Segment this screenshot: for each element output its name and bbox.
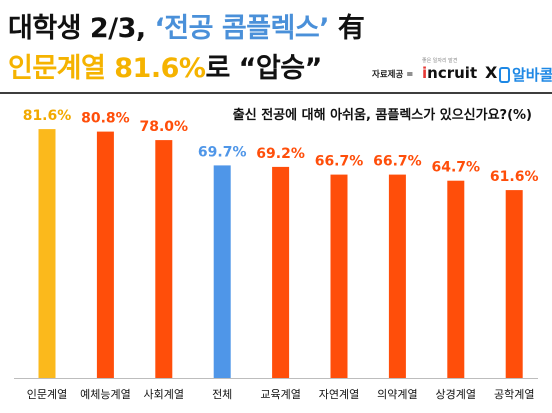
partner-separator: X <box>485 63 498 82</box>
header-divider <box>0 92 552 94</box>
value-label-1: 80.8% <box>81 111 130 127</box>
value-label-3: 69.7% <box>198 144 247 160</box>
phone-icon <box>499 67 510 83</box>
value-label-4: 69.2% <box>256 146 305 162</box>
value-label-5: 66.7% <box>315 154 364 170</box>
bar-3 <box>213 165 231 378</box>
category-label-5: 자연계열 <box>319 388 359 401</box>
bar-1 <box>96 131 114 378</box>
category-label-3: 전체 <box>212 388 232 401</box>
bar-5 <box>330 174 348 378</box>
category-label-8: 공학계열 <box>494 388 534 401</box>
value-label-7: 64.7% <box>432 160 481 176</box>
category-label-1: 예체능계열 <box>80 388 131 401</box>
incruit-tagline: 좋은 일자리 발견 <box>422 58 458 64</box>
headline-line-1: 대학생 2/3, ‘전공 콤플렉스’ 有 <box>8 12 365 46</box>
category-label-0: 인문계열 <box>27 388 67 401</box>
incruit-logo-i: i <box>422 64 428 82</box>
value-label-2: 78.0% <box>140 119 189 135</box>
headline-part-3: 有 <box>328 13 365 44</box>
category-label-6: 의약계열 <box>377 387 417 401</box>
bar-8 <box>505 190 523 378</box>
value-label-8: 61.6% <box>490 169 539 185</box>
bar-7 <box>447 180 465 378</box>
albacall-logo: 알바콜 <box>512 66 552 84</box>
source-credit: 자료제공 = 좋은 일자리 발견 incruit X 알바콜 <box>372 56 552 86</box>
category-label-4: 교육계열 <box>260 388 300 401</box>
value-label-0: 81.6% <box>23 108 72 124</box>
category-label-7: 상경계열 <box>436 388 476 401</box>
headline-part-2: ‘전공 콤플렉스’ <box>154 13 330 44</box>
headline-part-4: 로 “압승” <box>205 53 322 84</box>
bar-2 <box>155 140 173 378</box>
headline-highlight: 인문계열 81.6% <box>8 53 206 84</box>
bar-0 <box>38 129 56 378</box>
incruit-logo: incruit <box>422 64 477 82</box>
category-label-2: 사회계열 <box>144 388 184 401</box>
bar-6 <box>388 174 406 378</box>
incruit-logo-rest: ncruit <box>427 64 478 82</box>
value-label-6: 66.7% <box>373 154 422 170</box>
headline-part-1: 대학생 2/3, <box>8 13 155 44</box>
headline-line-2: 인문계열 81.6%로 “압승” <box>8 52 322 86</box>
bar-4 <box>272 166 290 378</box>
chart-title: 출신 전공에 대해 아쉬움, 콤플렉스가 있으신가요?(%) <box>232 108 532 123</box>
source-label: 자료제공 = <box>372 70 414 80</box>
